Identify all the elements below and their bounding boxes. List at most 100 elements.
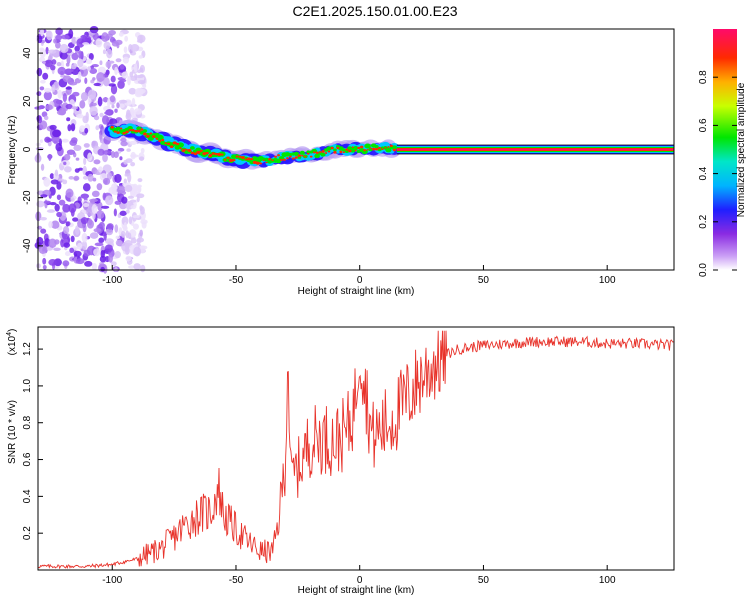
y-tick-label: -20 [22,190,33,205]
noise-blob [93,159,100,164]
noise-blob [127,173,131,183]
ridge-blob [256,162,260,165]
ridge-blob [259,162,262,164]
ridge-blob [339,151,342,153]
ridge-blob [116,131,120,134]
noise-blob [137,39,143,43]
noise-blob [95,125,99,130]
noise-blob [119,100,128,104]
noise-blob [123,57,129,64]
noise-blob [83,183,91,191]
noise-blob [85,36,91,41]
ridge-blob [280,159,283,161]
noise-blob [130,200,136,203]
noise-blob [129,216,132,224]
noise-blob [137,69,142,73]
noise-blob [82,42,89,45]
ridge-blob [283,159,286,161]
noise-blob [133,247,141,257]
noise-blob [68,203,76,213]
noise-blob [42,73,48,80]
noise-blob [122,72,129,79]
noise-blob [84,78,87,84]
colorbar-gradient [713,29,737,270]
ridge-blob [170,145,173,148]
noise-blob [40,139,43,143]
y-tick-label: 0.2 [22,526,33,540]
colorbar-tick-label: 0.4 [698,166,709,180]
noise-blob [114,224,118,233]
noise-blob [84,143,90,148]
noise-blob [83,176,88,180]
x-tick-label: -100 [102,275,122,286]
y-tick-label: 0.6 [22,452,33,466]
noise-blob [105,195,113,205]
ridge-blob [206,152,209,154]
noise-blob [62,139,69,143]
colorbar: 0.00.20.40.60.8 Normalized spectral ampl… [698,29,747,277]
ridge-blob [208,154,212,157]
noise-blob [66,69,73,73]
noise-blob [100,267,105,272]
noise-blob [46,30,52,40]
noise-blob [40,194,47,197]
ridge-blob [298,154,301,157]
noise-blob [98,237,104,243]
noise-blob [42,61,45,64]
noise-blob [99,60,102,65]
x-tick-label: 100 [599,275,616,286]
noise-blob [128,233,132,239]
noise-blob [57,90,62,99]
noise-blob [52,129,61,137]
noise-blob [68,176,74,180]
noise-blob [57,110,66,115]
noise-blob [66,87,72,90]
noise-blob [132,98,135,107]
noise-blob [95,38,102,47]
x-tick-label: 50 [478,275,490,286]
ridge-blob [274,156,277,158]
spectrogram-y-label: Frequency (Hz) [7,116,18,185]
noise-blob [49,125,56,130]
noise-blob [86,59,92,65]
noise-blob [37,68,43,76]
ridge-blob [360,146,363,149]
noise-blob [93,248,100,256]
noise-blob [76,114,84,118]
noise-blob [75,168,80,173]
noise-blob [78,50,82,59]
noise-blob [97,183,103,190]
ridge-blob [111,126,114,129]
noise-blob [65,251,71,256]
noise-blob [129,141,137,145]
noise-blob [63,226,69,234]
noise-blob [94,228,102,232]
noise-blob [126,209,130,213]
noise-blob [55,143,62,152]
noise-blob [71,123,76,131]
ridge-blob [191,152,194,155]
noise-blob [116,240,123,246]
ridge-blob [345,148,348,150]
noise-blob [107,223,114,230]
ridge-blob [129,129,132,131]
noise-blob [121,197,127,204]
ridge-blob [176,143,179,145]
noise-blob [120,211,127,216]
noise-blob [44,88,51,93]
noise-blob [81,92,88,101]
y-tick-label: 1.0 [22,379,33,393]
noise-blob [92,141,96,146]
noise-blob [114,174,121,183]
noise-blob [69,140,77,146]
noise-blob [40,228,46,233]
noise-blob [127,76,131,86]
ridge-blob [187,149,191,152]
noise-blob [47,209,55,213]
ridge-blob [363,149,366,151]
ridge-blob [286,157,289,159]
ridge-blob [304,156,306,158]
x-tick-label: -50 [229,275,244,286]
